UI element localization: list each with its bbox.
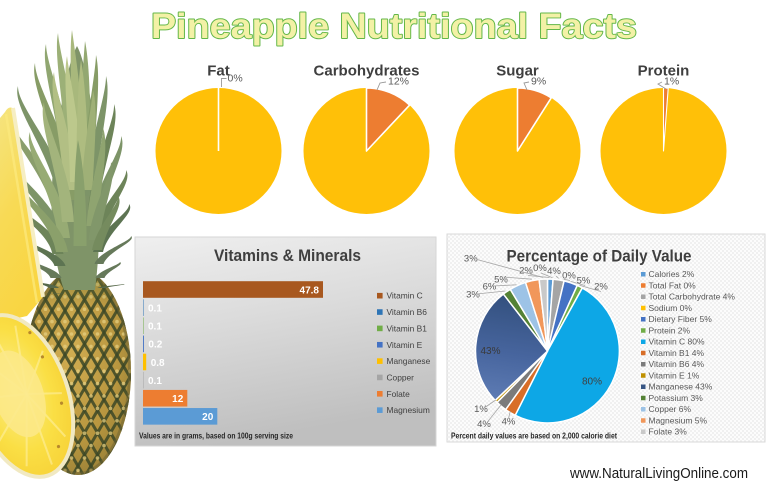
svg-text:Fat: Fat (207, 63, 230, 80)
svg-text:Values are in grams, based on: Values are in grams, based on 100g servi… (139, 432, 293, 441)
svg-text:Magnesium: Magnesium (387, 405, 430, 415)
svg-text:Sodium 0%: Sodium 0% (649, 303, 693, 313)
svg-text:12: 12 (172, 394, 184, 405)
svg-text:Protein 2%: Protein 2% (649, 325, 691, 335)
svg-text:Vitamin B6: Vitamin B6 (387, 307, 428, 317)
svg-text:Copper: Copper (387, 372, 415, 382)
svg-text:0%: 0% (533, 263, 547, 274)
svg-text:Magnesium 5%: Magnesium 5% (649, 415, 708, 425)
svg-text:0%: 0% (562, 271, 576, 282)
svg-text:4%: 4% (547, 266, 561, 277)
svg-text:Percent daily values are based: Percent daily values are based on 2,000 … (451, 432, 617, 441)
svg-text:2%: 2% (519, 266, 533, 277)
svg-text:6%: 6% (483, 282, 497, 293)
svg-text:0.2: 0.2 (148, 340, 162, 351)
svg-text:0%: 0% (228, 73, 243, 85)
svg-text:47.8: 47.8 (300, 285, 320, 296)
svg-text:3%: 3% (466, 290, 480, 301)
svg-text:0.8: 0.8 (151, 358, 165, 369)
svg-text:20: 20 (202, 412, 214, 423)
svg-text:3%: 3% (464, 254, 478, 265)
svg-text:www.NaturalLivingOnline.com: www.NaturalLivingOnline.com (569, 466, 748, 482)
svg-text:1%: 1% (664, 76, 679, 88)
svg-text:5%: 5% (577, 276, 591, 287)
svg-text:Calories 2%: Calories 2% (649, 269, 695, 279)
svg-text:0.1: 0.1 (148, 376, 162, 387)
svg-text:Vitamin B6 4%: Vitamin B6 4% (649, 359, 705, 369)
svg-text:Vitamin C: Vitamin C (387, 291, 423, 301)
svg-text:Folate 3%: Folate 3% (649, 427, 688, 437)
svg-text:Sugar: Sugar (496, 63, 539, 80)
svg-text:2%: 2% (594, 282, 608, 293)
svg-text:Carbohydrates: Carbohydrates (314, 63, 420, 80)
svg-text:Potassium 3%: Potassium 3% (649, 393, 704, 403)
svg-text:43%: 43% (480, 346, 500, 357)
svg-text:Percentage of Daily Value: Percentage of Daily Value (507, 247, 692, 266)
svg-text:Manganese: Manganese (387, 356, 431, 366)
svg-text:Vitamin B1 4%: Vitamin B1 4% (649, 348, 705, 358)
svg-text:0.1: 0.1 (148, 322, 162, 333)
svg-text:Vitamin E: Vitamin E (387, 340, 423, 350)
svg-text:Protein: Protein (638, 63, 690, 80)
svg-text:Folate: Folate (387, 389, 411, 399)
svg-text:9%: 9% (531, 76, 546, 88)
svg-text:Pineapple Nutritional Facts: Pineapple Nutritional Facts (151, 6, 637, 46)
svg-text:Manganese 43%: Manganese 43% (649, 382, 713, 392)
svg-text:Vitamins & Minerals: Vitamins & Minerals (214, 246, 361, 265)
svg-text:4%: 4% (477, 419, 491, 430)
svg-text:Vitamin C 80%: Vitamin C 80% (649, 337, 706, 347)
svg-text:1%: 1% (474, 404, 488, 415)
svg-text:80%: 80% (582, 377, 602, 388)
svg-text:4%: 4% (502, 417, 516, 428)
svg-text:Vitamin B1: Vitamin B1 (387, 323, 428, 333)
svg-text:Total Carbohydrate 4%: Total Carbohydrate 4% (649, 292, 736, 302)
svg-text:Vitamin E 1%: Vitamin E 1% (649, 370, 700, 380)
svg-text:0.1: 0.1 (148, 303, 162, 314)
svg-text:Dietary Fiber 5%: Dietary Fiber 5% (649, 314, 713, 324)
svg-text:Total Fat 0%: Total Fat 0% (649, 280, 697, 290)
svg-text:12%: 12% (388, 76, 409, 88)
svg-text:Copper 6%: Copper 6% (649, 404, 692, 414)
svg-text:5%: 5% (494, 275, 508, 286)
